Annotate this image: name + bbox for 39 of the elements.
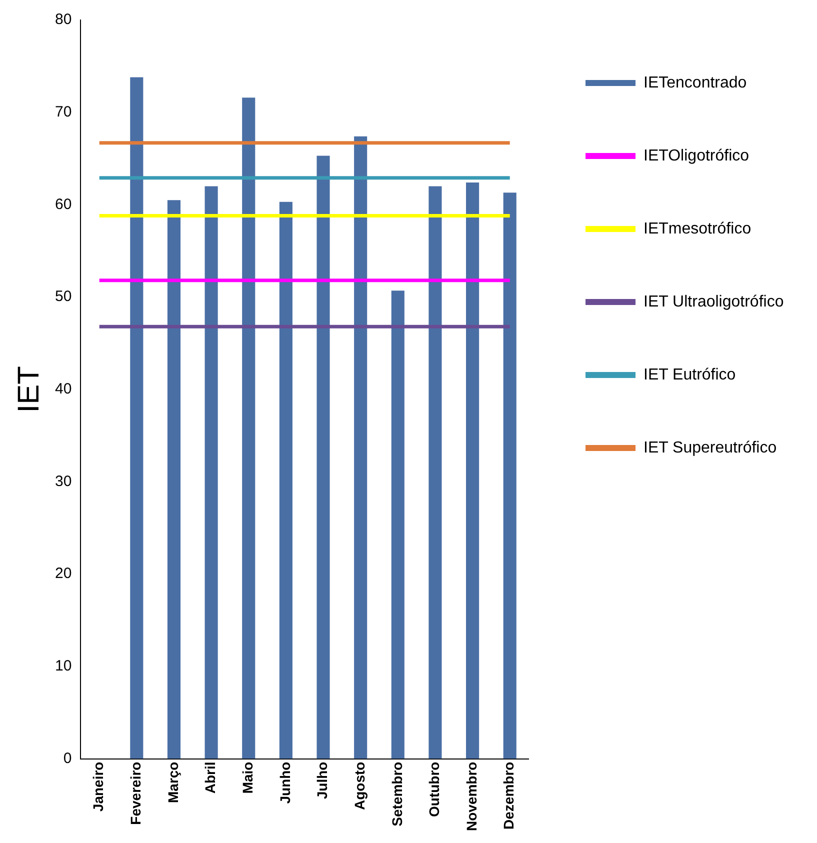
y-tick-label: 0 [63, 750, 72, 767]
legend-label: IET Supereutrófico [644, 439, 777, 456]
x-tick-label: Setembro [388, 762, 405, 826]
bar [503, 192, 516, 759]
x-tick-label: Fevereiro [128, 762, 144, 825]
x-tick-label: Novembro [463, 762, 480, 831]
x-tick-label: Maio [239, 762, 256, 794]
x-tick-label: Julho [314, 762, 330, 800]
bar [391, 290, 404, 759]
y-tick-label: 40 [54, 380, 72, 398]
x-tick-label: Junho [276, 762, 293, 804]
x-tick-label: Agosto [351, 762, 368, 810]
bar [354, 136, 368, 759]
x-tick-label: Outubro [426, 762, 442, 817]
y-tick-label: 70 [54, 103, 72, 120]
legend-label: IET Ultraoligotrófico [644, 293, 784, 310]
y-tick-label: 80 [54, 11, 72, 28]
legend-label: IETencontrado [644, 74, 747, 92]
x-tick-label: Dezembro [500, 762, 517, 830]
legend-label: IET Eutrófico [644, 366, 736, 384]
x-tick-label: Janeiro [90, 762, 106, 812]
y-tick-label: 20 [54, 565, 72, 582]
bar [466, 182, 480, 759]
legend-label: IETmesotrófico [644, 220, 752, 238]
bar [279, 202, 292, 759]
y-tick-label: 60 [54, 196, 72, 213]
y-tick-label: 50 [54, 288, 72, 306]
x-tick-label: Abril [202, 762, 218, 794]
legend-label: IETOligotrófico [644, 147, 750, 164]
bar [204, 186, 218, 759]
bar [242, 98, 256, 759]
y-axis-title: IET [12, 366, 46, 413]
bar [316, 156, 330, 759]
bar [130, 77, 144, 759]
x-tick-label: Março [164, 762, 181, 803]
y-tick-label: 10 [54, 658, 72, 675]
bar [167, 200, 181, 759]
y-tick-label: 30 [54, 472, 72, 490]
bar [428, 186, 442, 759]
